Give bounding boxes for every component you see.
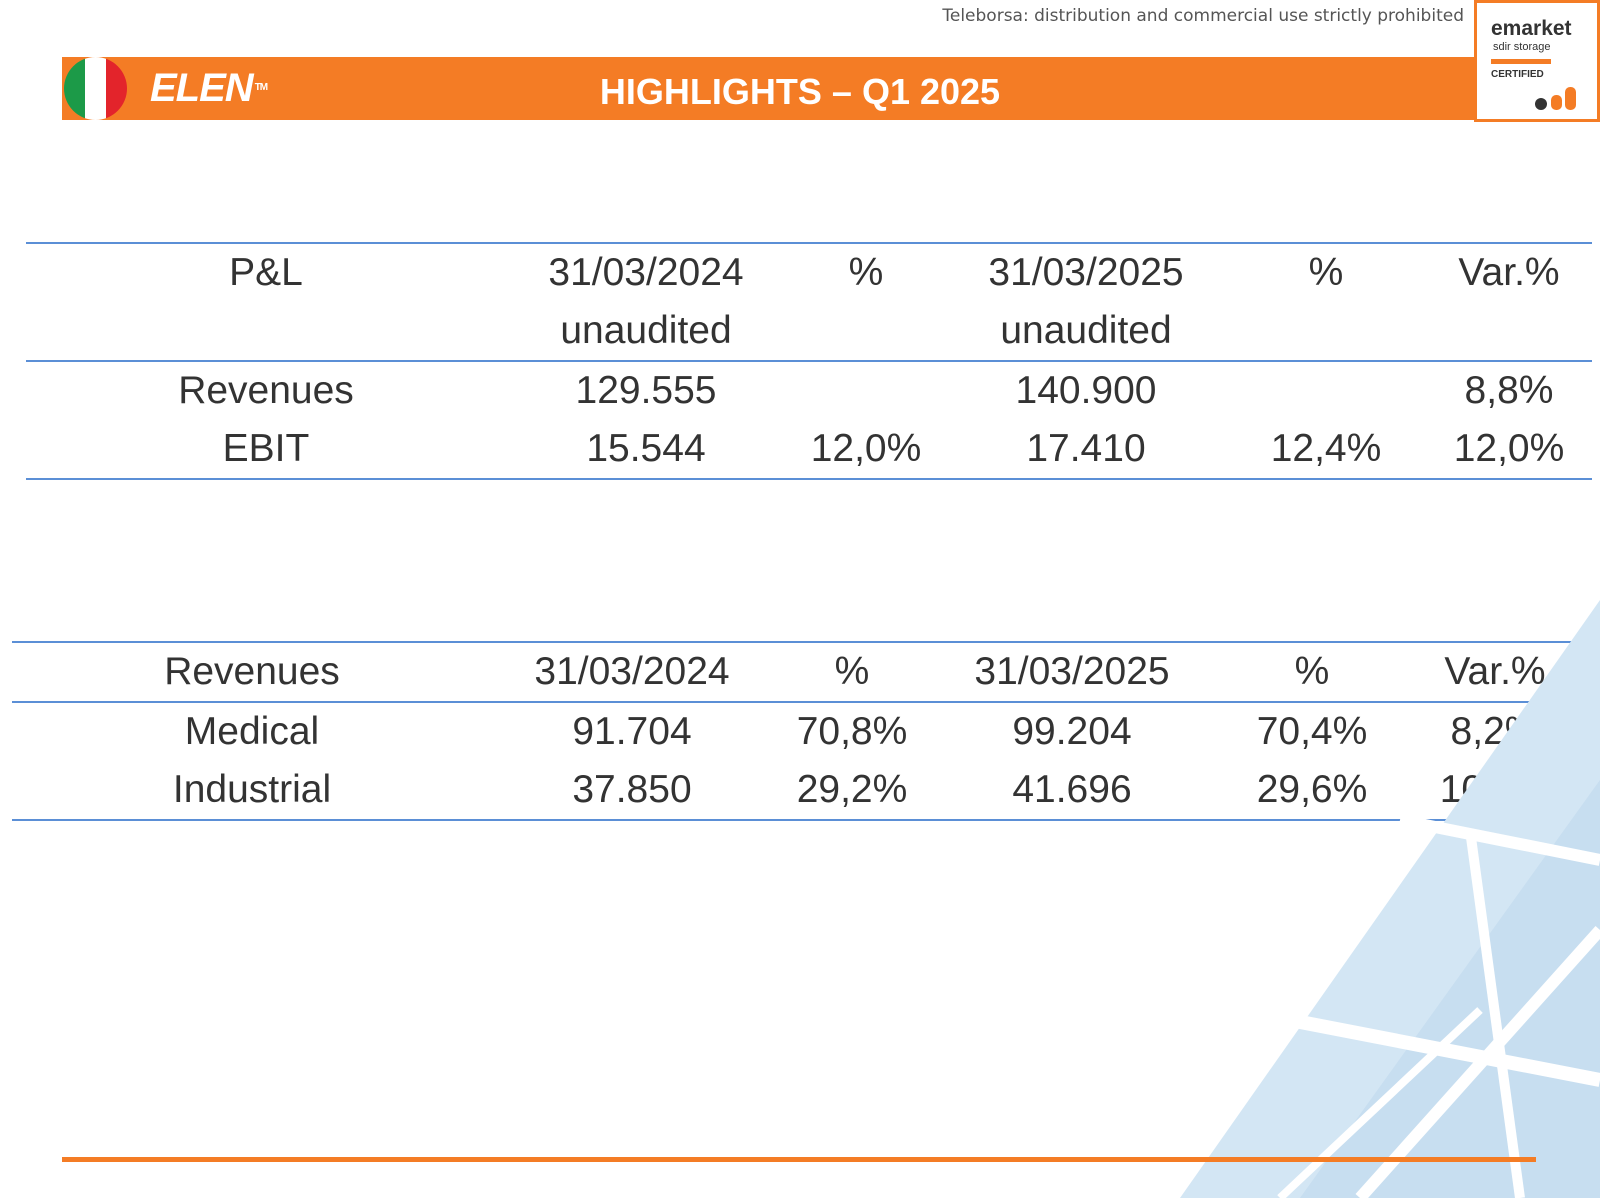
page-title: HIGHLIGHTS – Q1 2025 <box>599 71 1001 112</box>
table-cell <box>1226 361 1426 420</box>
table-cell: 70,4% <box>1256 710 1368 753</box>
pl-subheader-cell <box>1426 302 1592 362</box>
table-cell: 8,8% <box>1464 369 1554 412</box>
italy-flag-icon <box>64 57 127 120</box>
badge-line2: sdir storage <box>1493 41 1551 53</box>
badge-dots-icon <box>1535 87 1576 110</box>
table-row: Medical 91.704 70,8% 99.204 70,4% 8,2% <box>12 702 1578 761</box>
table-cell: Revenues <box>178 369 354 412</box>
brand-logo: ELEN TM <box>150 66 268 110</box>
revenue-header-cell: 31/03/2025 <box>932 642 1212 703</box>
table-row: Revenues 129.555 140.900 8,8% <box>26 361 1592 420</box>
header-bar <box>62 57 1600 120</box>
revenue-table: Revenues 31/03/2024 % 31/03/2025 % Var.%… <box>12 641 1578 821</box>
table-cell: 12,0% <box>810 427 922 470</box>
pl-header-cell: % <box>848 251 884 294</box>
pl-table: P&L 31/03/2024 % 31/03/2025 % Var.% unau… <box>26 242 1592 480</box>
revenue-header-cell: % <box>1212 642 1412 703</box>
table-cell: 129.555 <box>575 369 717 412</box>
table-cell: 12,4% <box>1270 427 1382 470</box>
table-cell: 29,6% <box>1256 768 1368 811</box>
table-cell: 99.204 <box>1012 710 1132 753</box>
table-cell: 140.900 <box>1015 369 1157 412</box>
pl-subheader-cell <box>786 302 946 362</box>
table-cell <box>786 361 946 420</box>
table-cell: 12,0% <box>1453 427 1565 470</box>
pl-subheader-cell: unaudited <box>506 302 786 362</box>
revenue-header-cell: Revenues <box>12 642 492 703</box>
table-cell: 29,2% <box>796 768 908 811</box>
revenue-header-row: Revenues 31/03/2024 % 31/03/2025 % Var.% <box>12 642 1578 703</box>
table-cell: 91.704 <box>572 710 692 753</box>
pl-header-cell: 31/03/2024 <box>548 251 744 294</box>
table-cell: Medical <box>184 710 320 753</box>
revenue-header-cell: 31/03/2024 <box>492 642 772 703</box>
revenue-header-cell: % <box>772 642 932 703</box>
pl-header-cell: 31/03/2025 <box>988 251 1184 294</box>
pl-header-cell: P&L <box>229 251 303 294</box>
pl-subheader-cell <box>1226 302 1426 362</box>
pl-subheader-cell <box>26 302 506 362</box>
badge-line3: CERTIFIED <box>1491 69 1544 80</box>
decorative-background-shape <box>1180 600 1600 1198</box>
table-cell: Industrial <box>172 768 332 811</box>
pl-subheader-row: unaudited unaudited <box>26 302 1592 362</box>
footer-divider <box>62 1157 1536 1162</box>
table-cell: 70,8% <box>796 710 908 753</box>
pl-header-cell: % <box>1308 251 1344 294</box>
badge-line1: emarket <box>1491 17 1572 40</box>
table-cell: 17.410 <box>1026 427 1146 470</box>
watermark-text: Teleborsa: distribution and commercial u… <box>942 6 1464 26</box>
pl-subheader-cell: unaudited <box>946 302 1226 362</box>
badge-divider <box>1491 59 1551 64</box>
table-cell: 37.850 <box>572 768 692 811</box>
table-cell: 15.544 <box>586 427 706 470</box>
pl-header-row: P&L 31/03/2024 % 31/03/2025 % Var.% <box>26 243 1592 302</box>
table-cell: 41.696 <box>1012 768 1132 811</box>
certification-badge: emarket sdir storage CERTIFIED <box>1474 0 1600 122</box>
table-row: EBIT 15.544 12,0% 17.410 12,4% 12,0% <box>26 420 1592 479</box>
table-cell: EBIT <box>222 427 310 470</box>
pl-header-cell: Var.% <box>1458 251 1560 294</box>
